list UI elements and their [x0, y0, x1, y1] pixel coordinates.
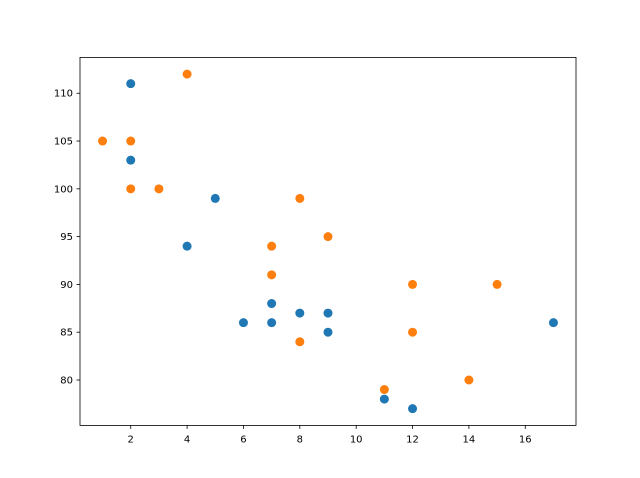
y-tick-label: 90 [60, 280, 73, 291]
y-tick-label: 105 [54, 137, 73, 148]
point-series-1 [238, 318, 248, 328]
point-series-2 [492, 279, 502, 289]
x-tick-label: 8 [297, 434, 303, 445]
point-series-2 [379, 385, 389, 395]
x-tick-label: 10 [350, 434, 363, 445]
x-tick-label: 4 [184, 434, 190, 445]
x-tick-label: 6 [240, 434, 246, 445]
point-series-2 [295, 193, 305, 203]
point-series-2 [408, 279, 418, 289]
point-series-2 [464, 375, 474, 385]
point-series-2 [267, 270, 277, 280]
point-series-2 [182, 69, 192, 79]
point-series-1 [548, 318, 558, 328]
point-series-2 [323, 232, 333, 242]
point-series-2 [98, 136, 108, 146]
point-series-1 [379, 394, 389, 404]
point-series-1 [295, 308, 305, 318]
point-series-1 [267, 299, 277, 309]
x-tick-label: 14 [463, 434, 476, 445]
x-tick-label: 16 [519, 434, 532, 445]
point-series-2 [295, 337, 305, 347]
point-series-1 [126, 79, 136, 89]
y-tick-label: 85 [60, 328, 73, 339]
point-series-1 [210, 193, 220, 203]
data-points [98, 69, 558, 414]
x-tick-label: 12 [406, 434, 419, 445]
point-series-1 [267, 318, 277, 328]
point-series-1 [182, 241, 192, 251]
point-series-1 [323, 308, 333, 318]
y-tick-label: 110 [54, 89, 73, 100]
y-tick-label: 95 [60, 232, 73, 243]
y-tick-label: 100 [54, 184, 73, 195]
point-series-2 [267, 241, 277, 251]
axes-frame [79, 57, 577, 426]
y-tick-label: 80 [60, 375, 73, 386]
x-tick-label: 2 [128, 434, 134, 445]
point-series-2 [126, 136, 136, 146]
point-series-1 [126, 155, 136, 165]
point-series-2 [408, 327, 418, 337]
y-axis: 80 85 90 95 100 105 110 [54, 89, 80, 386]
point-series-2 [126, 184, 136, 194]
point-series-1 [323, 327, 333, 337]
point-series-1 [408, 404, 418, 414]
x-axis: 2 4 6 8 10 12 14 16 [128, 425, 532, 445]
point-series-2 [154, 184, 164, 194]
